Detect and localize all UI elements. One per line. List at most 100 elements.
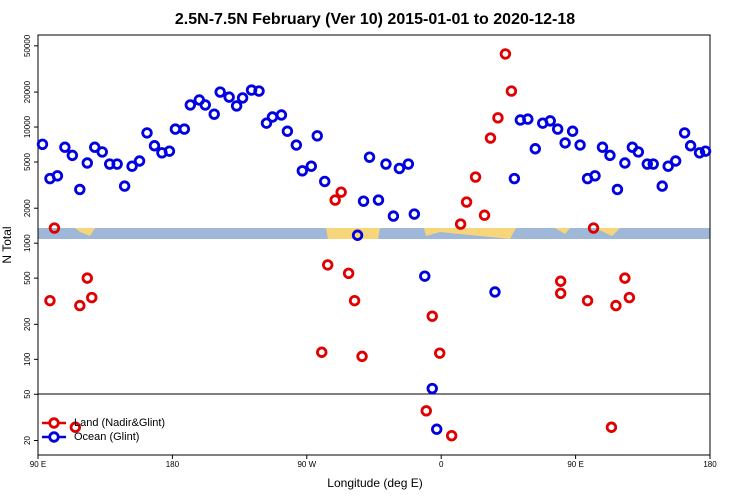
chart-title: 2.5N-7.5N February (Ver 10) 2015-01-01 t… (175, 11, 575, 28)
point (342, 267, 355, 280)
land-shape (555, 228, 570, 234)
point (492, 112, 504, 124)
point (372, 194, 385, 206)
point (253, 85, 265, 97)
point (81, 272, 93, 284)
point (169, 123, 182, 135)
point (260, 117, 273, 129)
point (51, 170, 64, 182)
point (48, 222, 61, 234)
point (426, 310, 438, 322)
point (351, 229, 364, 241)
point (335, 186, 347, 198)
y-tick-label: 20 (23, 435, 32, 444)
y-axis-title: N Total (0, 226, 14, 263)
point (111, 158, 123, 170)
point (611, 183, 624, 196)
point (420, 405, 432, 417)
point (566, 125, 579, 137)
point (587, 222, 600, 234)
legend-marker (48, 417, 60, 429)
y-tick-label: 10000 (23, 115, 32, 138)
x-tick-label: 90 E (30, 460, 46, 469)
point (356, 350, 368, 363)
point (59, 141, 71, 153)
point (184, 99, 197, 111)
point (529, 143, 541, 155)
point (275, 109, 288, 121)
y-tick-label: 500 (23, 271, 32, 285)
y-tick-label: 1000 (23, 234, 32, 252)
point (632, 146, 645, 158)
point (508, 172, 521, 185)
point (363, 151, 376, 163)
y-tick-label: 5000 (23, 153, 32, 171)
point (66, 149, 79, 162)
point (316, 346, 328, 358)
point (574, 139, 586, 151)
point (454, 218, 467, 230)
point (214, 86, 226, 98)
point (402, 158, 415, 170)
point (319, 175, 331, 188)
point (208, 108, 220, 120)
y-tick-label: 50 (23, 389, 32, 398)
point (589, 170, 601, 182)
point (357, 195, 370, 207)
point (36, 138, 49, 151)
point (610, 299, 622, 312)
point (489, 286, 501, 298)
point (419, 270, 431, 282)
x-tick-label: 180 (166, 460, 180, 469)
point (505, 85, 518, 97)
point (290, 139, 303, 151)
x-tick-label: 90 W (297, 460, 316, 469)
point (641, 158, 653, 170)
point (445, 429, 458, 442)
point (199, 99, 211, 111)
point (296, 165, 309, 177)
point (81, 157, 93, 169)
point (281, 125, 294, 137)
point (329, 194, 341, 206)
x-tick-label: 0 (439, 460, 444, 469)
point (311, 130, 323, 142)
point (559, 137, 571, 149)
point (460, 196, 473, 208)
x-tick-label: 90 E (567, 460, 583, 469)
y-tick-label: 2000 (23, 199, 32, 217)
land-band (38, 228, 710, 239)
point (393, 162, 406, 175)
point (266, 111, 279, 123)
point (678, 127, 691, 139)
point (499, 48, 512, 60)
point (426, 382, 438, 395)
point (693, 147, 706, 159)
point (619, 157, 631, 169)
land-shape (75, 228, 95, 236)
point (230, 100, 243, 112)
point (74, 299, 86, 312)
y-tick-label: 20000 (23, 80, 32, 103)
point (348, 294, 361, 307)
point (69, 421, 82, 433)
point (647, 158, 659, 170)
point (44, 294, 56, 307)
point (623, 291, 636, 304)
point (656, 180, 668, 192)
point (178, 123, 191, 135)
point (86, 291, 98, 304)
point (554, 275, 567, 287)
x-tick-label: 180 (703, 460, 717, 469)
point (605, 421, 618, 433)
point (163, 145, 176, 157)
point (662, 160, 674, 172)
point (223, 91, 235, 103)
point (434, 347, 446, 359)
point (74, 183, 86, 196)
point (387, 210, 400, 222)
point (581, 294, 594, 307)
legend-label: Ocean (Glint) (74, 431, 139, 443)
legend-marker (48, 431, 60, 443)
point (544, 115, 556, 127)
